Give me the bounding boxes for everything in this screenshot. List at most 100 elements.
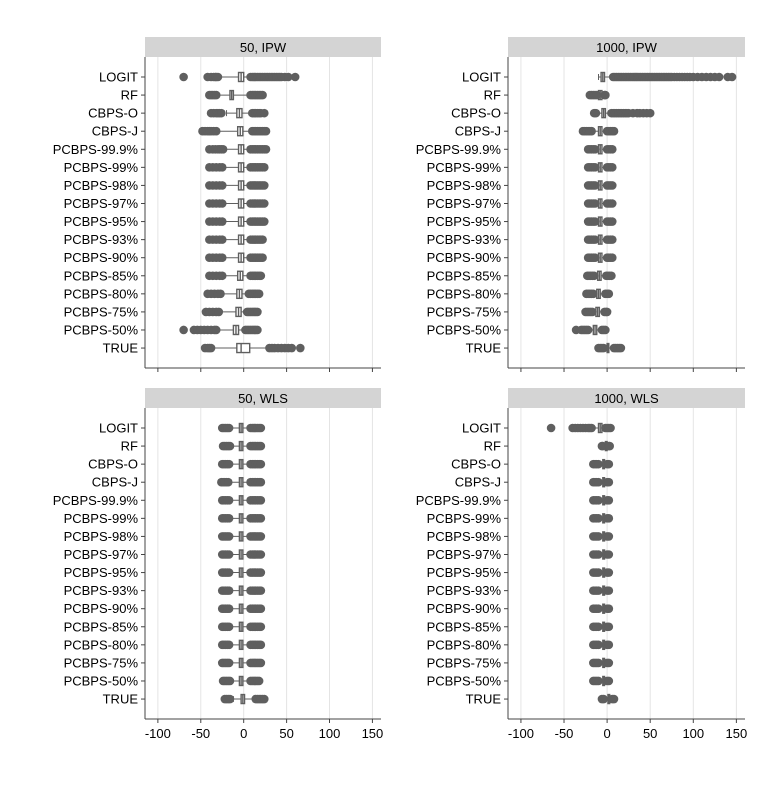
box-row <box>589 458 614 470</box>
outlier-point <box>602 307 612 317</box>
box-row <box>217 567 266 578</box>
outlier-point <box>224 514 234 523</box>
box-row <box>546 422 615 434</box>
outlier-point <box>256 423 266 433</box>
category-label: LOGIT <box>462 70 501 85</box>
box-row <box>217 531 266 542</box>
box-row <box>589 621 614 632</box>
box-row <box>597 71 737 83</box>
box-row <box>583 144 617 155</box>
category-label: PCBPS-50% <box>427 673 502 688</box>
outlier-point <box>604 477 614 487</box>
outlier-point <box>616 343 626 353</box>
outlier-point <box>587 423 596 433</box>
category-label: PCBPS-50% <box>64 322 139 337</box>
outlier-point <box>259 199 269 208</box>
outlier-point <box>601 90 610 100</box>
category-label: PCBPS-97% <box>427 196 502 211</box>
outlier-point <box>223 477 233 487</box>
outlier-point <box>598 441 608 451</box>
outlier-point <box>591 108 601 118</box>
box <box>236 342 251 354</box>
category-label: PCBPS-50% <box>427 322 502 337</box>
box-row <box>589 549 614 560</box>
outlier-point <box>589 289 598 299</box>
category-label: PCBPS-98% <box>427 178 502 193</box>
outlier-point <box>714 72 724 82</box>
category-label: LOGIT <box>99 70 138 85</box>
category-label: PCBPS-93% <box>64 583 139 598</box>
outlier-point <box>179 325 188 335</box>
box-row <box>205 252 267 263</box>
category-label: PCBPS-95% <box>427 214 502 229</box>
category-label: PCBPS-75% <box>64 655 139 670</box>
category-label: CBPS-O <box>451 106 501 121</box>
x-tick-label: 100 <box>682 726 704 741</box>
category-label: CBPS-J <box>92 475 138 490</box>
outlier-point <box>604 640 614 650</box>
outlier-point <box>607 199 617 208</box>
category-label: TRUE <box>466 692 502 707</box>
box-row <box>589 657 614 669</box>
category-label: PCBPS-93% <box>64 232 139 247</box>
x-tick-label: -100 <box>508 726 534 741</box>
outlier-point <box>253 307 262 317</box>
outlier-point <box>594 604 603 613</box>
outlier-point <box>211 126 221 136</box>
category-label: PCBPS-85% <box>64 268 139 283</box>
category-label: PCBPS-90% <box>64 601 139 616</box>
box-row <box>582 270 616 281</box>
box-row <box>589 107 655 119</box>
outlier-point <box>607 163 617 172</box>
outlier-point <box>217 235 227 244</box>
category-label: PCBPS-90% <box>64 250 139 265</box>
box-row <box>589 531 614 542</box>
category-label: CBPS-J <box>455 475 501 490</box>
category-label: PCBPS-80% <box>64 286 139 301</box>
outlier-point <box>590 253 600 262</box>
box-row <box>589 477 614 488</box>
outlier-point <box>604 514 614 523</box>
outlier-point <box>284 72 293 82</box>
outlier-point <box>604 550 614 559</box>
facet-panel: 50, WLS -100 -50 0 50 100 150 LOGIT RF CBPS-O CBPS… <box>53 388 384 741</box>
box-row <box>218 675 264 687</box>
outlier-point <box>604 604 614 613</box>
outlier-point <box>224 622 234 632</box>
box-row <box>594 342 626 354</box>
box-row <box>217 585 266 596</box>
outlier-point <box>607 181 617 190</box>
category-label: CBPS-J <box>92 124 138 139</box>
outlier-point <box>224 568 234 577</box>
outlier-point <box>604 568 614 577</box>
outlier-point <box>225 676 235 686</box>
facet-title: 1000, IPW <box>596 40 657 55</box>
outlier-point <box>594 514 603 523</box>
category-label: PCBPS-80% <box>64 637 139 652</box>
box-row <box>217 549 266 560</box>
category-label: PCBPS-90% <box>427 601 502 616</box>
facet-strip <box>145 37 381 57</box>
category-label: PCBPS-80% <box>427 286 502 301</box>
category-label: PCBPS-75% <box>64 304 139 319</box>
outlier-point <box>604 289 614 299</box>
x-tick-label: 150 <box>362 726 384 741</box>
category-label: PCBPS-85% <box>427 619 502 634</box>
category-label: PCBPS-99% <box>427 511 502 526</box>
outlier-point <box>217 253 227 262</box>
outlier-point <box>590 217 600 226</box>
category-label: PCBPS-99.9% <box>416 142 502 157</box>
x-tick-label: 0 <box>240 726 247 741</box>
category-label: PCBPS-97% <box>427 547 502 562</box>
x-tick-label: 0 <box>603 726 610 741</box>
outlier-point <box>259 181 269 190</box>
category-label: PCBPS-85% <box>64 619 139 634</box>
category-label: PCBPS-99% <box>427 160 502 175</box>
outlier-point <box>217 271 227 281</box>
box-row <box>589 495 614 506</box>
outlier-point <box>594 622 603 632</box>
category-label: PCBPS-99.9% <box>416 493 502 508</box>
outlier-point <box>604 658 614 668</box>
outlier-point <box>259 108 269 118</box>
outlier-point <box>607 217 617 226</box>
